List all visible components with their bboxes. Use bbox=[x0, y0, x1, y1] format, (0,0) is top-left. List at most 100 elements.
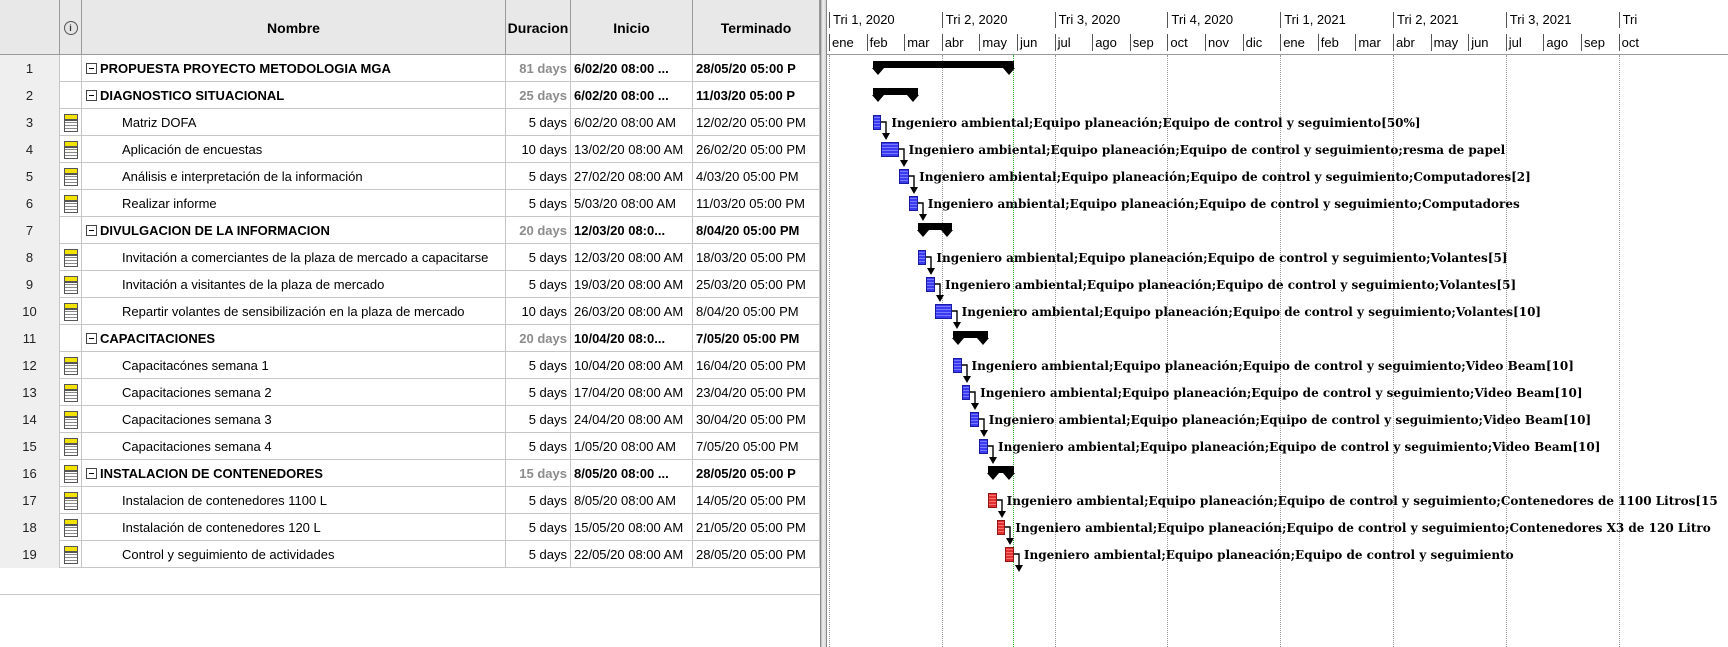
task-finish[interactable]: 7/05/20 05:00 PM bbox=[693, 325, 820, 352]
task-start[interactable]: 5/03/20 08:00 AM bbox=[571, 190, 693, 217]
task-name[interactable]: Invitación a visitantes de la plaza de m… bbox=[82, 271, 506, 298]
summary-bar[interactable] bbox=[916, 223, 953, 237]
task-bar[interactable] bbox=[952, 358, 962, 373]
task-finish[interactable]: 16/04/20 05:00 PM bbox=[693, 352, 820, 379]
task-bar[interactable] bbox=[909, 196, 918, 211]
task-name[interactable]: Repartir volantes de sensibilización en … bbox=[82, 298, 506, 325]
summary-bar[interactable] bbox=[871, 61, 1016, 75]
task-start[interactable]: 22/05/20 08:00 AM bbox=[571, 541, 693, 568]
table-row[interactable]: 5 Análisis e interpretación de la informa… bbox=[0, 163, 820, 190]
task-finish[interactable]: 11/03/20 05:00 PM bbox=[693, 190, 820, 217]
task-finish[interactable]: 8/04/20 05:00 PM bbox=[693, 298, 820, 325]
table-row[interactable]: 9 Invitación a visitantes de la plaza de … bbox=[0, 271, 820, 298]
task-duration[interactable]: 5 days bbox=[506, 352, 571, 379]
table-row[interactable]: 12 Capacitacónes semana 1 5 days 10/04/20 0… bbox=[0, 352, 820, 379]
task-finish[interactable]: 28/05/20 05:00 P bbox=[693, 55, 820, 82]
table-row[interactable]: 14 Capacitaciones semana 3 5 days 24/04/20 … bbox=[0, 406, 820, 433]
finish-column-header[interactable]: Terminado bbox=[693, 0, 820, 55]
name-column-header[interactable]: Nombre bbox=[82, 0, 506, 55]
task-name[interactable]: CAPACITACIONES bbox=[82, 325, 506, 352]
task-name[interactable]: Capacitaciones semana 4 bbox=[82, 433, 506, 460]
task-finish[interactable]: 21/05/20 05:00 PM bbox=[693, 514, 820, 541]
task-duration[interactable]: 5 days bbox=[506, 244, 571, 271]
table-row[interactable]: 17 Instalacion de contenedores 1100 L 5 da… bbox=[0, 487, 820, 514]
task-bar[interactable] bbox=[898, 169, 910, 184]
table-row[interactable]: 8 Invitación a comerciantes de la plaza d… bbox=[0, 244, 820, 271]
task-name[interactable]: Instalación de contenedores 120 L bbox=[82, 514, 506, 541]
task-bar[interactable] bbox=[872, 115, 882, 130]
task-finish[interactable]: 28/05/20 05:00 P bbox=[693, 460, 820, 487]
task-duration[interactable]: 5 days bbox=[506, 541, 571, 568]
id-column-header[interactable] bbox=[0, 0, 60, 55]
task-duration[interactable]: 20 days bbox=[506, 217, 571, 244]
summary-bar[interactable] bbox=[987, 466, 1015, 480]
table-row[interactable]: 3 Matriz DOFA 5 days 6/02/20 08:00 AM 12/02/… bbox=[0, 109, 820, 136]
task-start[interactable]: 12/03/20 08:0... bbox=[571, 217, 693, 244]
task-duration[interactable]: 20 days bbox=[506, 325, 571, 352]
task-name[interactable]: Invitación a comerciantes de la plaza de… bbox=[82, 244, 506, 271]
task-start[interactable]: 6/02/20 08:00 ... bbox=[571, 55, 693, 82]
indicator-column-header[interactable]: i bbox=[60, 0, 82, 55]
summary-row[interactable]: 16 INSTALACION DE CONTENEDORES 15 days 8/05… bbox=[0, 460, 820, 487]
task-bar[interactable] bbox=[1005, 547, 1014, 562]
task-duration[interactable]: 5 days bbox=[506, 514, 571, 541]
task-bar[interactable] bbox=[926, 277, 935, 292]
task-finish[interactable]: 18/03/20 05:00 PM bbox=[693, 244, 820, 271]
task-name[interactable]: Realizar informe bbox=[82, 190, 506, 217]
task-duration[interactable]: 15 days bbox=[506, 460, 571, 487]
task-start[interactable]: 26/03/20 08:00 AM bbox=[571, 298, 693, 325]
task-duration[interactable]: 5 days bbox=[506, 109, 571, 136]
task-duration[interactable]: 5 days bbox=[506, 190, 571, 217]
collapse-icon[interactable] bbox=[86, 468, 97, 479]
collapse-icon[interactable] bbox=[86, 333, 97, 344]
collapse-icon[interactable] bbox=[86, 225, 97, 236]
collapse-icon[interactable] bbox=[86, 63, 97, 74]
task-start[interactable]: 10/04/20 08:00 AM bbox=[571, 352, 693, 379]
task-start[interactable]: 8/05/20 08:00 AM bbox=[571, 487, 693, 514]
task-name[interactable]: PROPUESTA PROYECTO METODOLOGIA MGA bbox=[82, 55, 506, 82]
task-name[interactable]: Aplicación de encuestas bbox=[82, 136, 506, 163]
task-duration[interactable]: 5 days bbox=[506, 379, 571, 406]
task-name[interactable]: Análisis e interpretación de la informac… bbox=[82, 163, 506, 190]
summary-row[interactable]: 1 PROPUESTA PROYECTO METODOLOGIA MGA 81 da… bbox=[0, 55, 820, 82]
table-row[interactable]: 6 Realizar informe 5 days 5/03/20 08:00 AM 1… bbox=[0, 190, 820, 217]
summary-row[interactable]: 11 CAPACITACIONES 20 days 10/04/20 08:0... 7… bbox=[0, 325, 820, 352]
task-bar[interactable] bbox=[996, 520, 1006, 535]
start-column-header[interactable]: Inicio bbox=[571, 0, 693, 55]
task-start[interactable]: 6/02/20 08:00 ... bbox=[571, 82, 693, 109]
task-start[interactable]: 19/03/20 08:00 AM bbox=[571, 271, 693, 298]
table-row[interactable]: 13 Capacitaciones semana 2 5 days 17/04/20 … bbox=[0, 379, 820, 406]
task-start[interactable]: 15/05/20 08:00 AM bbox=[571, 514, 693, 541]
task-finish[interactable]: 11/03/20 05:00 P bbox=[693, 82, 820, 109]
task-name[interactable]: DIAGNOSTICO SITUACIONAL bbox=[82, 82, 506, 109]
task-start[interactable]: 27/02/20 08:00 AM bbox=[571, 163, 693, 190]
task-name[interactable]: Control y seguimiento de actividades bbox=[82, 541, 506, 568]
table-row[interactable]: 10 Repartir volantes de sensibilización e… bbox=[0, 298, 820, 325]
task-bar[interactable] bbox=[881, 142, 899, 157]
task-start[interactable]: 8/05/20 08:00 ... bbox=[571, 460, 693, 487]
task-finish[interactable]: 28/05/20 05:00 PM bbox=[693, 541, 820, 568]
table-row[interactable]: 4 Aplicación de encuestas 10 days 13/02/20 … bbox=[0, 136, 820, 163]
task-bar[interactable] bbox=[979, 439, 989, 454]
task-duration[interactable]: 10 days bbox=[506, 298, 571, 325]
table-row[interactable]: 15 Capacitaciones semana 4 5 days 1/05/20 0… bbox=[0, 433, 820, 460]
task-finish[interactable]: 4/03/20 05:00 PM bbox=[693, 163, 820, 190]
task-finish[interactable]: 7/05/20 05:00 PM bbox=[693, 433, 820, 460]
task-name[interactable]: Instalacion de contenedores 1100 L bbox=[82, 487, 506, 514]
task-bar[interactable] bbox=[970, 412, 979, 427]
task-start[interactable]: 10/04/20 08:0... bbox=[571, 325, 693, 352]
task-duration[interactable]: 5 days bbox=[506, 271, 571, 298]
task-start[interactable]: 17/04/20 08:00 AM bbox=[571, 379, 693, 406]
task-finish[interactable]: 25/03/20 05:00 PM bbox=[693, 271, 820, 298]
summary-bar[interactable] bbox=[871, 88, 919, 102]
collapse-icon[interactable] bbox=[86, 90, 97, 101]
task-duration[interactable]: 5 days bbox=[506, 163, 571, 190]
summary-row[interactable]: 7 DIVULGACION DE LA INFORMACION 20 days 12/… bbox=[0, 217, 820, 244]
task-start[interactable]: 6/02/20 08:00 AM bbox=[571, 109, 693, 136]
task-duration[interactable]: 10 days bbox=[506, 136, 571, 163]
task-finish[interactable]: 26/02/20 05:00 PM bbox=[693, 136, 820, 163]
task-duration[interactable]: 5 days bbox=[506, 487, 571, 514]
task-start[interactable]: 1/05/20 08:00 AM bbox=[571, 433, 693, 460]
task-duration[interactable]: 25 days bbox=[506, 82, 571, 109]
task-bar[interactable] bbox=[935, 304, 952, 319]
